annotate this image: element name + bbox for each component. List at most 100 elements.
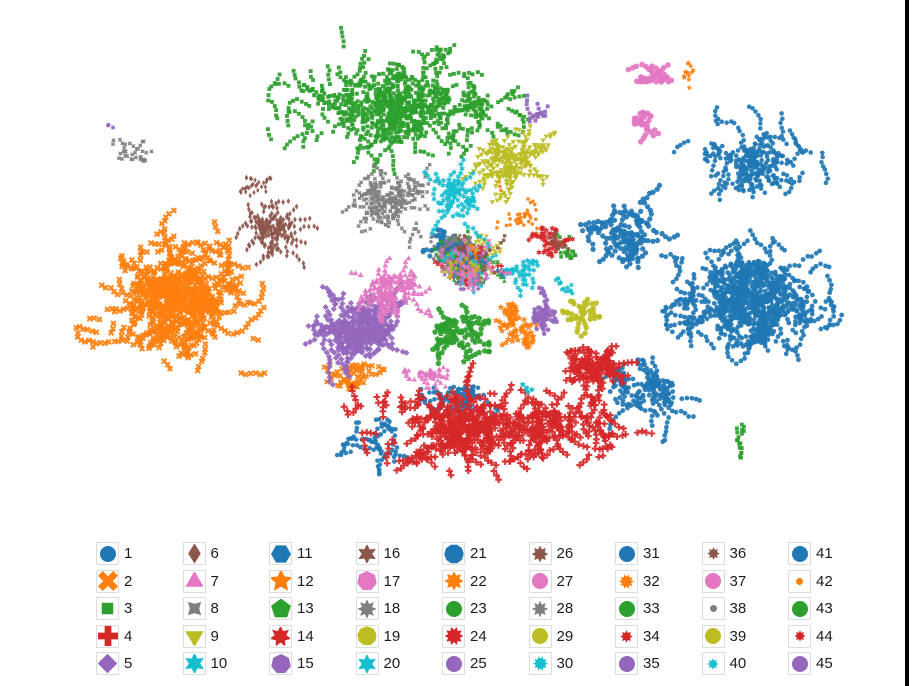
star7-marker-icon xyxy=(271,626,290,646)
legend-item-11: 11 xyxy=(269,542,313,565)
circle-marker-icon xyxy=(791,600,808,617)
legend-marker-box-29 xyxy=(528,624,552,648)
legend-item-19: 19 xyxy=(355,624,401,648)
legend-marker-box-27 xyxy=(528,569,552,593)
legend-marker-box-39 xyxy=(701,624,725,648)
legend-label-37: 37 xyxy=(729,572,747,590)
legend-label-40: 40 xyxy=(729,655,747,672)
legend-label-35: 35 xyxy=(643,655,660,672)
legend-label-42: 42 xyxy=(816,572,833,590)
burst8-marker-icon xyxy=(793,630,806,642)
legend-label-30: 30 xyxy=(556,655,574,672)
legend-marker-box-34 xyxy=(615,624,638,648)
star8-marker-icon xyxy=(358,599,376,618)
legend-marker-box-11 xyxy=(269,542,292,565)
legend-marker-box-3 xyxy=(96,597,119,620)
legend-label-25: 25 xyxy=(470,655,487,672)
legend-item-15: 15 xyxy=(269,652,314,675)
legend-marker-box-1 xyxy=(96,542,119,565)
legend-marker-box-31 xyxy=(615,542,638,565)
circle-marker-icon xyxy=(791,655,808,672)
legend-marker-box-17 xyxy=(355,569,379,593)
legend-item-30: 30 xyxy=(528,652,574,675)
circle-marker-icon xyxy=(791,545,808,562)
legend-marker-box-18 xyxy=(355,597,379,620)
legend-label-27: 27 xyxy=(556,572,574,590)
circle-marker-icon xyxy=(709,605,717,612)
legend-label-18: 18 xyxy=(383,600,401,617)
legend-label-33: 33 xyxy=(643,600,660,617)
legend-item-36: 36 xyxy=(701,542,747,565)
legend-item-33: 33 xyxy=(615,597,660,620)
nonagon-marker-icon xyxy=(357,626,377,646)
legend-label-2: 2 xyxy=(124,572,133,590)
legend-marker-box-37 xyxy=(701,569,725,593)
legend-marker-box-2 xyxy=(96,569,119,593)
star6-marker-icon xyxy=(184,654,204,673)
circle-marker-icon xyxy=(618,655,635,672)
triangle-up-marker-icon xyxy=(184,571,204,587)
legend-marker-box-9 xyxy=(182,624,206,648)
legend-item-10: 10 xyxy=(182,652,228,675)
burst10-marker-icon xyxy=(619,573,634,589)
legend-item-41: 41 xyxy=(788,542,833,565)
legend-marker-box-33 xyxy=(615,597,638,620)
legend-label-36: 36 xyxy=(729,545,747,562)
circle-marker-icon xyxy=(532,573,548,589)
legend-marker-box-13 xyxy=(269,597,292,620)
star8-marker-icon xyxy=(532,600,548,617)
burst8-marker-icon xyxy=(620,629,633,643)
legend-marker-box-32 xyxy=(615,569,638,593)
legend-item-26: 26 xyxy=(528,542,574,565)
legend-item-40: 40 xyxy=(701,652,747,675)
legend-item-42: 42 xyxy=(788,569,833,593)
legend-label-44: 44 xyxy=(816,627,833,645)
legend-label-3: 3 xyxy=(124,600,133,617)
legend-marker-box-45 xyxy=(788,652,811,675)
legend-item-39: 39 xyxy=(701,624,746,648)
legend-item-27: 27 xyxy=(528,569,574,593)
legend-label-4: 4 xyxy=(124,627,133,645)
heptagon-marker-icon xyxy=(270,653,291,673)
legend-label-5: 5 xyxy=(124,655,133,672)
legend-marker-box-25 xyxy=(442,652,465,675)
legend-marker-box-12 xyxy=(269,569,292,593)
star5-marker-icon xyxy=(270,571,291,591)
legend-label-19: 19 xyxy=(383,627,401,645)
circle-marker-icon xyxy=(99,545,116,562)
legend-label-1: 1 xyxy=(124,545,133,562)
legend-label-7: 7 xyxy=(210,572,219,590)
legend-label-26: 26 xyxy=(556,545,574,562)
legend-label-20: 20 xyxy=(383,655,401,672)
circle-marker-icon xyxy=(445,600,462,617)
circle-marker-icon xyxy=(445,655,462,672)
legend-item-45: 45 xyxy=(788,652,833,675)
legend-marker-box-23 xyxy=(442,597,465,620)
legend-item-31: 31 xyxy=(615,542,660,565)
pentagon-marker-icon xyxy=(270,598,291,617)
star4-marker-icon xyxy=(187,601,201,616)
legend-item-5: 5 xyxy=(96,652,132,675)
circle-marker-icon xyxy=(705,573,721,589)
legend-label-15: 15 xyxy=(297,655,314,672)
square-marker-icon xyxy=(101,602,114,615)
legend-marker-box-7 xyxy=(182,569,206,593)
legend-marker-box-35 xyxy=(615,652,638,675)
burst10-marker-icon xyxy=(532,656,548,671)
circle-marker-icon xyxy=(618,600,635,617)
circle-marker-icon xyxy=(796,577,803,585)
legend-label-6: 6 xyxy=(210,545,219,562)
legend-marker-box-14 xyxy=(269,624,292,648)
legend-marker-box-41 xyxy=(788,542,811,565)
legend-label-32: 32 xyxy=(643,572,660,590)
legend-item-20: 20 xyxy=(355,652,401,675)
legend-item-38: 38 xyxy=(701,597,746,620)
legend-marker-box-44 xyxy=(788,624,811,648)
legend-label-22: 22 xyxy=(470,572,487,590)
legend-marker-box-20 xyxy=(355,652,379,675)
legend-label-10: 10 xyxy=(210,655,228,672)
heptagon-marker-icon xyxy=(357,571,377,591)
circle-marker-icon xyxy=(532,628,548,644)
legend-label-17: 17 xyxy=(383,572,401,590)
hexagon-marker-icon xyxy=(270,544,291,563)
